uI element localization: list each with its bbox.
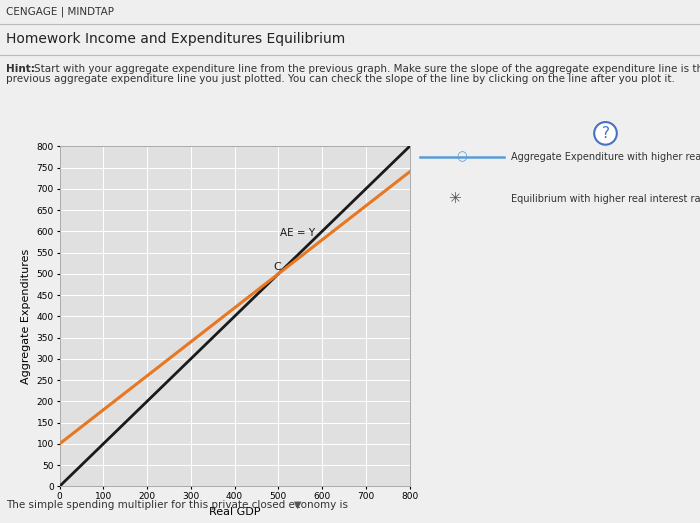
Text: ▼: ▼ xyxy=(294,500,302,510)
Text: ○: ○ xyxy=(456,151,468,163)
Text: CENGAGE | MINDTAP: CENGAGE | MINDTAP xyxy=(6,6,113,17)
Text: Aggregate Expenditure with higher real interest rate: Aggregate Expenditure with higher real i… xyxy=(511,152,700,162)
Text: ✳: ✳ xyxy=(449,191,461,206)
Text: Start with your aggregate expenditure line from the previous graph. Make sure th: Start with your aggregate expenditure li… xyxy=(34,64,700,74)
Text: previous aggregate expenditure line you just plotted. You can check the slope of: previous aggregate expenditure line you … xyxy=(6,74,675,84)
Text: Equilibrium with higher real interest rate: Equilibrium with higher real interest ra… xyxy=(511,194,700,204)
Text: ?: ? xyxy=(601,126,610,141)
Text: Hint:: Hint: xyxy=(6,64,38,74)
X-axis label: Real GDP: Real GDP xyxy=(209,506,260,517)
Text: Homework Income and Expenditures Equilibrium: Homework Income and Expenditures Equilib… xyxy=(6,32,345,47)
Y-axis label: Aggregate Expenditures: Aggregate Expenditures xyxy=(21,249,31,384)
Text: AE = Y: AE = Y xyxy=(281,228,316,237)
Text: C: C xyxy=(274,262,281,271)
Text: The simple spending multiplier for this private closed economy is: The simple spending multiplier for this … xyxy=(6,500,348,510)
